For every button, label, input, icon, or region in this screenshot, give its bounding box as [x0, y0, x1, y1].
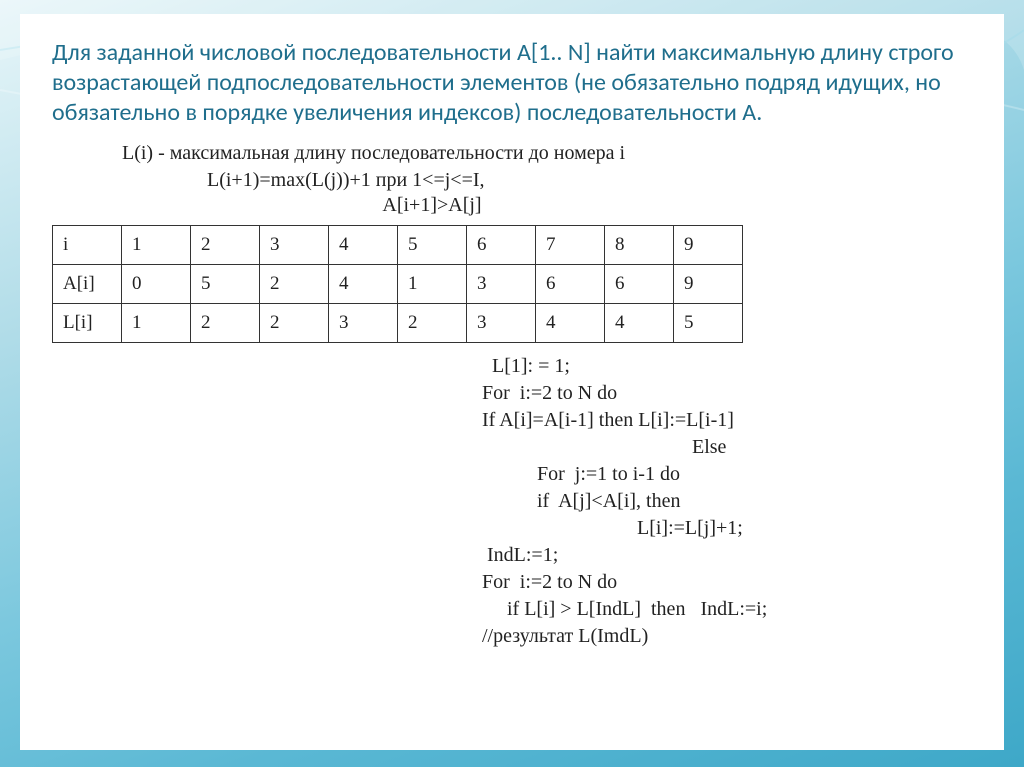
table-cell: 3 — [260, 226, 329, 265]
table-cell: 4 — [605, 304, 674, 343]
code-line: if A[j]<A[i], then — [482, 488, 972, 515]
table-cell: 0 — [122, 265, 191, 304]
table-cell: 3 — [329, 304, 398, 343]
table-cell: 9 — [674, 226, 743, 265]
code-line: L[1]: = 1; — [482, 353, 972, 380]
code-line: if L[i] > L[IndL] then IndL:=i; — [482, 596, 972, 623]
table-cell: 5 — [398, 226, 467, 265]
table-cell: 5 — [191, 265, 260, 304]
table-cell: i — [53, 226, 122, 265]
table-cell: 6 — [536, 265, 605, 304]
table-cell: 2 — [191, 304, 260, 343]
table-cell: 6 — [605, 265, 674, 304]
code-line: Else — [482, 434, 972, 461]
code-line: L[i]:=L[j]+1; — [482, 515, 972, 542]
code-line: If A[i]=A[i-1] then L[i]:=L[i-1] — [482, 407, 972, 434]
table-cell: 2 — [260, 304, 329, 343]
table-cell: 8 — [605, 226, 674, 265]
code-line: For i:=2 to N do — [482, 569, 972, 596]
code-line: For j:=1 to i-1 do — [482, 461, 972, 488]
table-cell: 1 — [122, 304, 191, 343]
code-line: IndL:=1; — [482, 542, 972, 569]
table-cell: 2 — [191, 226, 260, 265]
table-cell: 2 — [398, 304, 467, 343]
code-line: //результат L(ImdL) — [482, 623, 972, 650]
table-cell: 4 — [536, 304, 605, 343]
formula-line-1: L(i+1)=max(L(j))+1 при 1<=j<=I, — [207, 169, 972, 192]
table-cell: 9 — [674, 265, 743, 304]
code-line: For i:=2 to N do — [482, 380, 972, 407]
table-cell: 4 — [329, 265, 398, 304]
table-cell: L[i] — [53, 304, 122, 343]
table-cell: 3 — [467, 265, 536, 304]
table-cell: 4 — [329, 226, 398, 265]
table-cell: 7 — [536, 226, 605, 265]
table-cell: 5 — [674, 304, 743, 343]
formula-line-2: A[i+1]>A[j] — [52, 194, 812, 217]
table-cell: 1 — [122, 226, 191, 265]
table-row: i 1 2 3 4 5 6 7 8 9 — [53, 226, 743, 265]
table-cell: 1 — [398, 265, 467, 304]
table-cell: 6 — [467, 226, 536, 265]
table-cell: 3 — [467, 304, 536, 343]
slide-background: Для заданной числовой последовательности… — [0, 0, 1024, 767]
table-cell: 2 — [260, 265, 329, 304]
slide-title: Для заданной числовой последовательности… — [52, 38, 972, 128]
table-cell: A[i] — [53, 265, 122, 304]
pseudocode-block: L[1]: = 1; For i:=2 to N do If A[i]=A[i-… — [482, 353, 972, 650]
table-row: L[i] 1 2 2 3 2 3 4 4 5 — [53, 304, 743, 343]
definition-line: L(i) - максимальная длину последовательн… — [122, 142, 972, 165]
table-row: A[i] 0 5 2 4 1 3 6 6 9 — [53, 265, 743, 304]
content-box: Для заданной числовой последовательности… — [20, 14, 1004, 750]
data-table: i 1 2 3 4 5 6 7 8 9 A[i] 0 5 2 4 1 3 6 6 — [52, 225, 743, 343]
